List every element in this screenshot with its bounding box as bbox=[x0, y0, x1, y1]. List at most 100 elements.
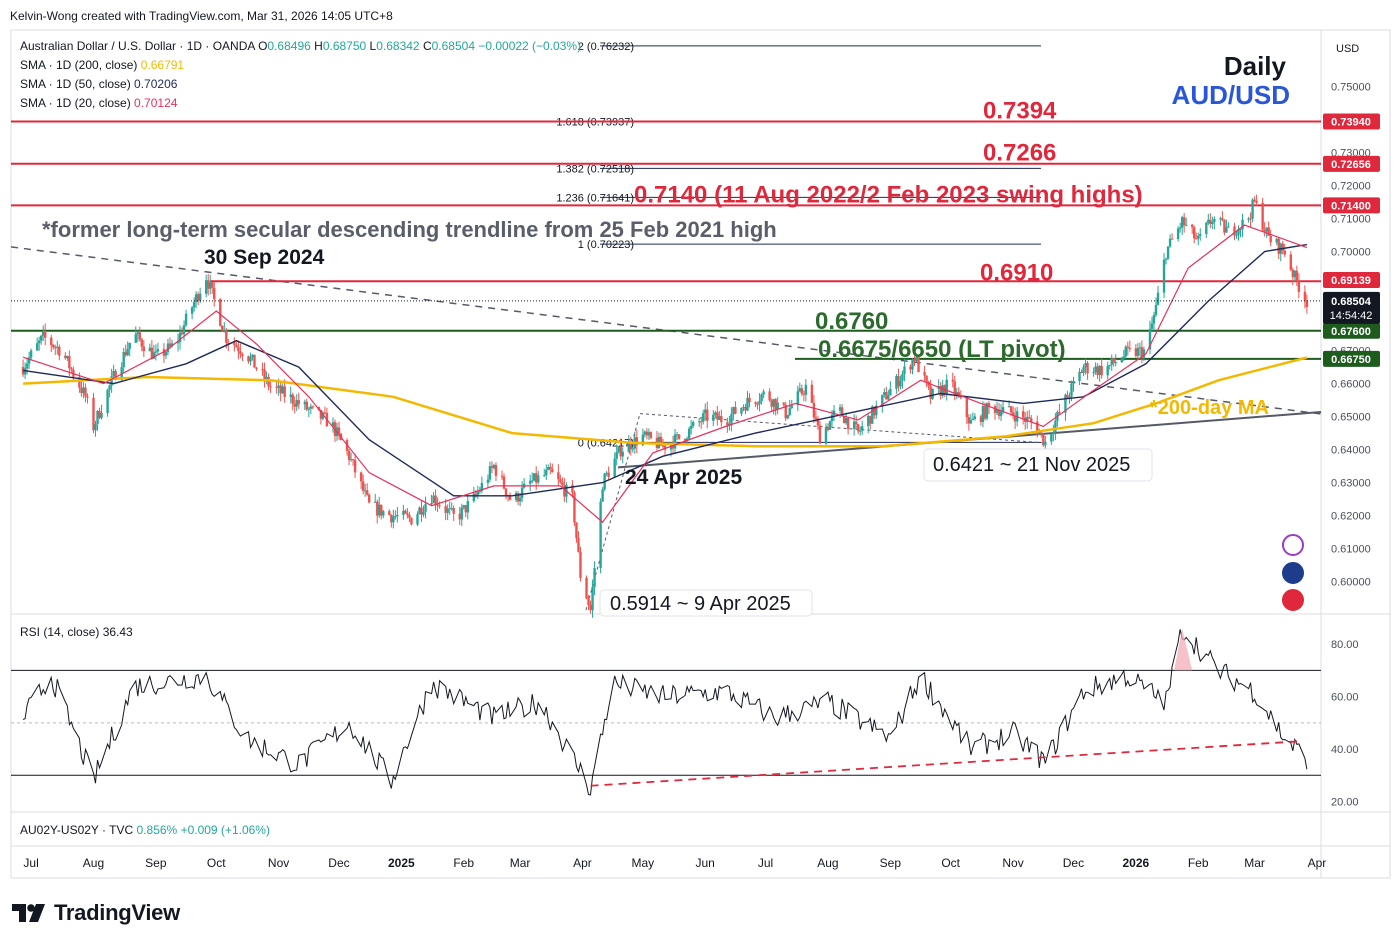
candle-body bbox=[359, 472, 363, 482]
candle-body bbox=[1136, 348, 1140, 356]
symbol-legend: Australian Dollar / U.S. Dollar · 1D · O… bbox=[20, 39, 581, 53]
candle-body bbox=[29, 350, 33, 358]
candle-body bbox=[561, 482, 564, 486]
candle-body bbox=[1124, 346, 1128, 357]
candle-body bbox=[1066, 394, 1069, 398]
candle-body bbox=[281, 386, 284, 394]
candle-body bbox=[1166, 246, 1170, 259]
candle-body bbox=[873, 406, 876, 416]
candle-body bbox=[1191, 224, 1194, 228]
candle-body bbox=[1152, 314, 1156, 324]
candle-body bbox=[889, 388, 892, 396]
candle-body bbox=[607, 472, 610, 477]
fib-level-label: 1 (0.70223) bbox=[578, 239, 634, 251]
candle-body bbox=[748, 397, 751, 403]
candle-body bbox=[1150, 323, 1154, 329]
candle-body bbox=[196, 294, 200, 301]
candle-body bbox=[532, 473, 536, 481]
candle-body bbox=[361, 481, 365, 491]
candle-body bbox=[577, 538, 580, 552]
tradingview-logo[interactable]: TradingView bbox=[12, 900, 180, 926]
candle-body bbox=[673, 434, 677, 449]
candle-body bbox=[41, 331, 45, 336]
candle-body bbox=[1128, 347, 1132, 349]
time-axis-tick: Dec bbox=[1063, 856, 1084, 870]
candle-body bbox=[23, 368, 27, 375]
candle-body bbox=[760, 394, 763, 402]
candle-body bbox=[494, 465, 498, 476]
candle-body bbox=[213, 287, 216, 300]
candle-body bbox=[1078, 371, 1081, 381]
candle-body bbox=[303, 401, 306, 405]
candle-body bbox=[1070, 383, 1073, 397]
candle-body bbox=[591, 586, 594, 610]
candle-body bbox=[1168, 238, 1172, 247]
candle-body bbox=[58, 346, 61, 356]
candle-body bbox=[331, 422, 335, 427]
candle-body bbox=[537, 475, 540, 483]
candle-body bbox=[545, 470, 548, 476]
candle-body bbox=[323, 412, 327, 414]
key-level-label: 0.7266 bbox=[983, 140, 1056, 167]
candle-body bbox=[1281, 243, 1284, 251]
candle-body bbox=[1305, 300, 1309, 307]
candle-body bbox=[219, 299, 222, 326]
candle-body bbox=[941, 385, 944, 396]
candle-body bbox=[812, 402, 816, 418]
candle-body bbox=[374, 501, 377, 503]
swing-high-annotation: 30 Sep 2024 bbox=[204, 246, 325, 269]
candle-body bbox=[321, 412, 325, 419]
candle-body bbox=[422, 511, 425, 515]
rsi-line bbox=[22, 629, 1308, 796]
candle-body bbox=[1219, 218, 1222, 220]
candle-body bbox=[1176, 228, 1180, 240]
candle-body bbox=[178, 332, 182, 343]
candle-body bbox=[225, 329, 228, 343]
low-callout-box bbox=[599, 589, 813, 617]
candle-body bbox=[718, 416, 721, 420]
candle-body bbox=[390, 514, 393, 523]
candle-body bbox=[860, 426, 864, 431]
candle-body bbox=[704, 409, 707, 414]
candle-body bbox=[571, 484, 574, 493]
candle-body bbox=[235, 345, 238, 348]
candle-body bbox=[291, 394, 294, 404]
candle-body bbox=[1205, 222, 1208, 235]
candle-body bbox=[404, 510, 407, 514]
candle-body bbox=[394, 516, 397, 518]
candle-body bbox=[762, 391, 765, 395]
candle-body bbox=[458, 513, 461, 520]
trendline-note: *former long-term secular descending tre… bbox=[42, 217, 777, 242]
candle-body bbox=[408, 514, 411, 518]
candle-body bbox=[1275, 238, 1278, 243]
candle-body bbox=[700, 421, 703, 423]
candle-body bbox=[251, 354, 254, 358]
apr-annotation: 24 Apr 2025 bbox=[625, 466, 742, 489]
candle-body bbox=[955, 392, 958, 395]
price-tag-box bbox=[1323, 271, 1380, 288]
candle-body bbox=[227, 342, 230, 344]
candle-body bbox=[1283, 250, 1286, 255]
candle-body bbox=[162, 349, 166, 356]
fib-level-label: 1.236 (0.71641) bbox=[556, 192, 634, 204]
candle-body bbox=[730, 414, 733, 424]
candle-body bbox=[691, 421, 695, 426]
candle-body bbox=[480, 482, 484, 491]
candle-body bbox=[44, 331, 47, 338]
us-flag-icon bbox=[1282, 589, 1304, 611]
candle-body bbox=[645, 431, 649, 436]
candle-body bbox=[1211, 221, 1214, 224]
time-axis-tick: Feb bbox=[1188, 856, 1209, 870]
candle-body bbox=[925, 375, 928, 382]
candle-body bbox=[420, 507, 423, 515]
price-tag-label: 0.71400 bbox=[1331, 200, 1371, 212]
candle-body bbox=[999, 411, 1003, 416]
chart-area[interactable]: 2 (0.76232) 1.618 (0.73937) 1.382 (0.72518… bbox=[0, 0, 1400, 890]
candle-body bbox=[98, 410, 101, 418]
time-axis-tick: Mar bbox=[510, 856, 531, 870]
rsi-legend: RSI (14, close) 36.43 bbox=[20, 625, 133, 639]
candle-body bbox=[732, 407, 735, 415]
candle-body bbox=[416, 514, 419, 525]
candle-body bbox=[530, 480, 534, 482]
candle-body bbox=[965, 397, 969, 418]
